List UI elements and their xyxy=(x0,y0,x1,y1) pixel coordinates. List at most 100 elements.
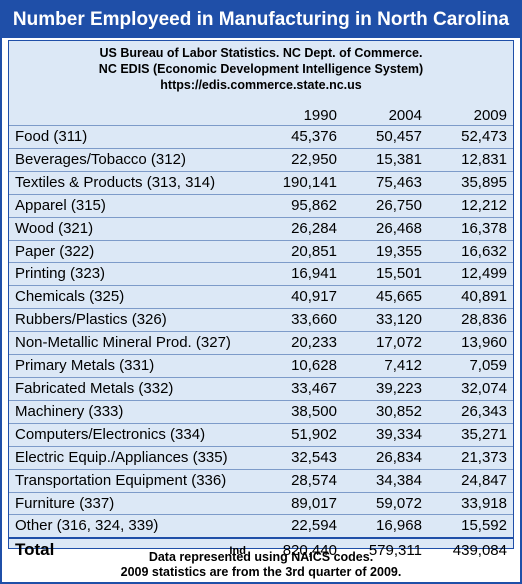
row-value-2009: 7,059 xyxy=(427,354,513,378)
table-row: Non-Metallic Mineral Prod. (327) 20,233 17… xyxy=(9,331,513,355)
row-value-2004: 50,457 xyxy=(342,125,428,149)
row-category: Rubbers/Plastics (326) xyxy=(9,308,258,332)
row-value-1990: 95,862 xyxy=(257,193,343,218)
row-category: Non-Metallic Mineral Prod. (327) xyxy=(9,331,258,355)
header-1990: 1990 xyxy=(303,107,337,124)
row-category: Transportation Equipment (336) xyxy=(9,468,258,492)
row-value-1990: 20,233 xyxy=(257,331,343,355)
header-row: 1990 2004 2009 xyxy=(9,107,513,126)
table-row: Chemicals (325) 40,917 45,665 40,891 xyxy=(9,285,513,309)
row-value-1990: 22,950 xyxy=(257,147,343,172)
row-value-2009: 35,895 xyxy=(427,170,513,195)
row-value-2004: 7,412 xyxy=(342,354,428,378)
employment-table: 1990 2004 2009 Food (311) 45,376 50,457 52,… xyxy=(9,107,513,564)
footnote-quarter: 2009 statistics are from the 3rd quarter… xyxy=(120,565,402,579)
row-value-1990: 26,284 xyxy=(257,216,343,241)
row-value-1990: 22,594 xyxy=(257,514,343,539)
row-value-2009: 13,960 xyxy=(427,331,513,355)
row-value-2004: 30,852 xyxy=(342,399,428,424)
source-line-1: US Bureau of Labor Statistics. NC Dept. … xyxy=(99,46,423,60)
row-category: Machinery (333) xyxy=(9,399,258,424)
source-line-2: NC EDIS (Economic Development Intelligen… xyxy=(98,62,424,76)
table-row: Furniture (337) 89,017 59,072 33,918 xyxy=(9,491,513,515)
row-value-2009: 12,212 xyxy=(427,193,513,218)
row-value-2004: 17,072 xyxy=(342,331,428,355)
row-category: Fabricated Metals (332) xyxy=(9,376,258,401)
header-2009: 2009 xyxy=(473,107,507,124)
row-category: Textiles & Products (313, 314) xyxy=(9,170,258,195)
row-value-1990: 20,851 xyxy=(257,239,343,263)
table-row: Apparel (315) 95,862 26,750 12,212 xyxy=(9,193,513,218)
table-row: Food (311) 45,376 50,457 52,473 xyxy=(9,125,513,149)
row-category: Apparel (315) xyxy=(9,193,258,218)
row-value-1990: 45,376 xyxy=(257,125,343,149)
row-value-2004: 45,665 xyxy=(342,285,428,309)
row-value-2009: 52,473 xyxy=(427,125,513,149)
row-value-2009: 16,378 xyxy=(427,216,513,241)
row-value-1990: 16,941 xyxy=(257,262,343,286)
row-category: Paper (322) xyxy=(9,239,258,263)
row-value-1990: 89,017 xyxy=(257,491,343,515)
table-row: Other (316, 324, 339) 22,594 16,968 15,592 xyxy=(9,514,513,539)
total-2004: 579,311 xyxy=(342,537,428,564)
table-row: Primary Metals (331) 10,628 7,412 7,059 xyxy=(9,354,513,378)
row-value-1990: 10,628 xyxy=(257,354,343,378)
total-1990: 820,440 xyxy=(257,537,343,564)
row-value-2004: 75,463 xyxy=(342,170,428,195)
table-row: Transportation Equipment (336) 28,574 34,3… xyxy=(9,468,513,492)
header-2004: 2004 xyxy=(388,107,422,124)
page-title: Number Employeed in Manufacturing in Nor… xyxy=(2,2,520,38)
row-value-2009: 12,831 xyxy=(427,147,513,172)
table-row: Printing (323) 16,941 15,501 12,499 xyxy=(9,262,513,286)
table-row: Wood (321) 26,284 26,468 16,378 xyxy=(9,216,513,241)
row-value-2009: 16,632 xyxy=(427,239,513,263)
row-value-2004: 39,334 xyxy=(342,422,428,447)
row-value-1990: 190,141 xyxy=(257,170,343,195)
row-value-2004: 16,968 xyxy=(342,514,428,539)
row-value-1990: 33,660 xyxy=(257,308,343,332)
row-category: Wood (321) xyxy=(9,216,258,241)
row-value-1990: 38,500 xyxy=(257,399,343,424)
row-value-2004: 26,834 xyxy=(342,445,428,470)
footnote-naics: Data represented using NAICS codes. xyxy=(148,550,374,564)
table-row: Machinery (333) 38,500 30,852 26,343 xyxy=(9,399,513,424)
row-value-2004: 26,468 xyxy=(342,216,428,241)
row-value-2009: 35,271 xyxy=(427,422,513,447)
table-row: Paper (322) 20,851 19,355 16,632 xyxy=(9,239,513,263)
row-value-1990: 40,917 xyxy=(257,285,343,309)
row-value-2004: 15,381 xyxy=(342,147,428,172)
table-panel: US Bureau of Labor Statistics. NC Dept. … xyxy=(8,40,514,564)
total-label-cell: Total Ind xyxy=(9,537,258,564)
row-category: Electric Equip./Appliances (335) xyxy=(9,445,258,470)
row-category: Food (311) xyxy=(9,125,258,149)
row-value-2009: 12,499 xyxy=(427,262,513,286)
row-value-1990: 51,902 xyxy=(257,422,343,447)
table-row: Textiles & Products (313, 314) 190,141 75,… xyxy=(9,170,513,195)
row-value-2004: 33,120 xyxy=(342,308,428,332)
row-category: Beverages/Tobacco (312) xyxy=(9,147,258,172)
row-value-2009: 26,343 xyxy=(427,399,513,424)
table-row: Electric Equip./Appliances (335) 32,543 26… xyxy=(9,445,513,470)
row-category: Furniture (337) xyxy=(9,491,258,515)
row-value-2009: 15,592 xyxy=(427,514,513,539)
row-value-2009: 40,891 xyxy=(427,285,513,309)
row-category: Printing (323) xyxy=(9,262,258,286)
row-value-2009: 33,918 xyxy=(427,491,513,515)
row-value-2004: 26,750 xyxy=(342,193,428,218)
total-label: Total xyxy=(15,540,55,560)
row-value-2004: 39,223 xyxy=(342,376,428,401)
table-row: Fabricated Metals (332) 33,467 39,223 32,07… xyxy=(9,376,513,401)
row-value-2004: 59,072 xyxy=(342,491,428,515)
row-category: Other (316, 324, 339) xyxy=(9,514,258,539)
footnotes: Data represented using NAICS codes. 2009… xyxy=(2,550,520,580)
row-value-2004: 15,501 xyxy=(342,262,428,286)
table-body: Food (311) 45,376 50,457 52,473 Beverages/To… xyxy=(9,125,513,564)
total-2009: 439,084 xyxy=(427,537,513,564)
row-value-2009: 28,836 xyxy=(427,308,513,332)
row-category: Chemicals (325) xyxy=(9,285,258,309)
row-value-1990: 28,574 xyxy=(257,468,343,492)
row-value-2004: 19,355 xyxy=(342,239,428,263)
total-note: Ind xyxy=(229,545,246,558)
table-row: Beverages/Tobacco (312) 22,950 15,381 12,83… xyxy=(9,147,513,172)
